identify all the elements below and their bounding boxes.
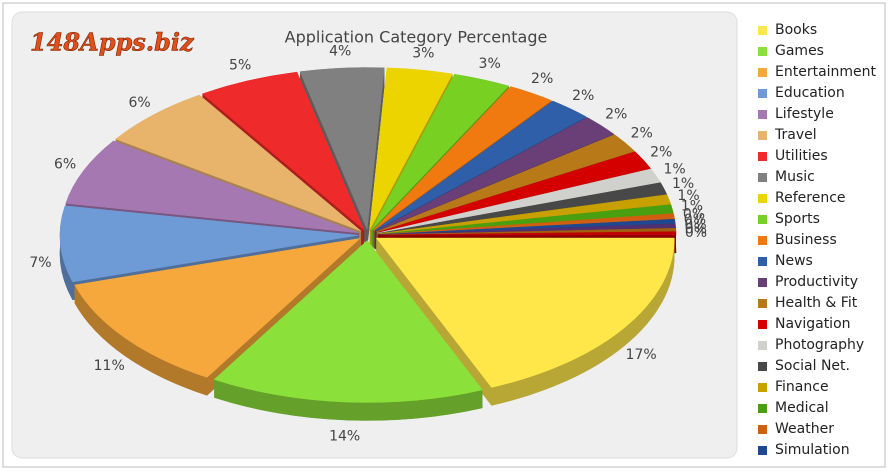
legend-label: Lifestyle — [775, 106, 834, 122]
legend-label: Medical — [775, 400, 829, 416]
data-label: 11% — [94, 358, 125, 374]
legend-swatch — [758, 257, 767, 266]
data-label: 3% — [412, 46, 434, 62]
legend-label: Finance — [775, 379, 829, 395]
legend-swatch — [758, 131, 767, 140]
legend-label: Business — [775, 232, 837, 248]
data-label: 14% — [329, 429, 360, 445]
legend-swatch — [758, 278, 767, 287]
legend-label: Education — [775, 85, 845, 101]
data-label: 6% — [54, 156, 76, 172]
legend-swatch — [758, 425, 767, 434]
legend-label: Health & Fit — [775, 295, 858, 311]
data-label: 2% — [631, 126, 653, 142]
legend-swatch — [758, 26, 767, 35]
data-label: 7% — [29, 255, 51, 271]
data-label: 2% — [531, 71, 553, 87]
legend-label: News — [775, 253, 813, 269]
legend-label: Games — [775, 43, 824, 59]
legend-swatch — [758, 194, 767, 203]
legend-label: Simulation — [775, 442, 850, 458]
legend-swatch — [758, 47, 767, 56]
legend-label: Navigation — [775, 316, 851, 332]
legend-label: Sports — [775, 211, 820, 227]
data-label: 2% — [605, 107, 627, 123]
legend-swatch — [758, 362, 767, 371]
legend-label: Photography — [775, 337, 864, 353]
legend-swatch — [758, 341, 767, 350]
legend-label: Entertainment — [775, 64, 877, 80]
chart-title: Application Category Percentage — [285, 28, 548, 47]
legend-swatch — [758, 299, 767, 308]
legend-swatch — [758, 215, 767, 224]
legend-swatch — [758, 320, 767, 329]
legend-swatch — [758, 173, 767, 182]
legend-swatch — [758, 383, 767, 392]
legend-label: Utilities — [775, 148, 828, 164]
legend-label: Music — [775, 169, 815, 185]
data-label: 6% — [129, 95, 151, 111]
legend-swatch — [758, 236, 767, 245]
data-label: 2% — [650, 145, 672, 161]
legend-label: Social Net. — [775, 358, 850, 374]
legend-swatch — [758, 446, 767, 455]
logo: 148Apps.biz — [30, 28, 195, 57]
legend-swatch — [758, 110, 767, 119]
legend-swatch — [758, 89, 767, 98]
legend-label: Reference — [775, 190, 846, 206]
legend-swatch — [758, 404, 767, 413]
legend-label: Books — [775, 22, 817, 38]
data-label: 2% — [572, 88, 594, 104]
data-label: 4% — [329, 44, 351, 60]
data-label: 3% — [479, 56, 501, 72]
legend-swatch — [758, 68, 767, 77]
data-label: 0% — [685, 225, 707, 241]
data-label: 5% — [229, 58, 251, 74]
legend-swatch — [758, 152, 767, 161]
data-label: 17% — [626, 347, 657, 363]
legend-label: Weather — [775, 421, 834, 437]
legend-label: Travel — [774, 127, 817, 143]
legend-label: Productivity — [775, 274, 858, 290]
